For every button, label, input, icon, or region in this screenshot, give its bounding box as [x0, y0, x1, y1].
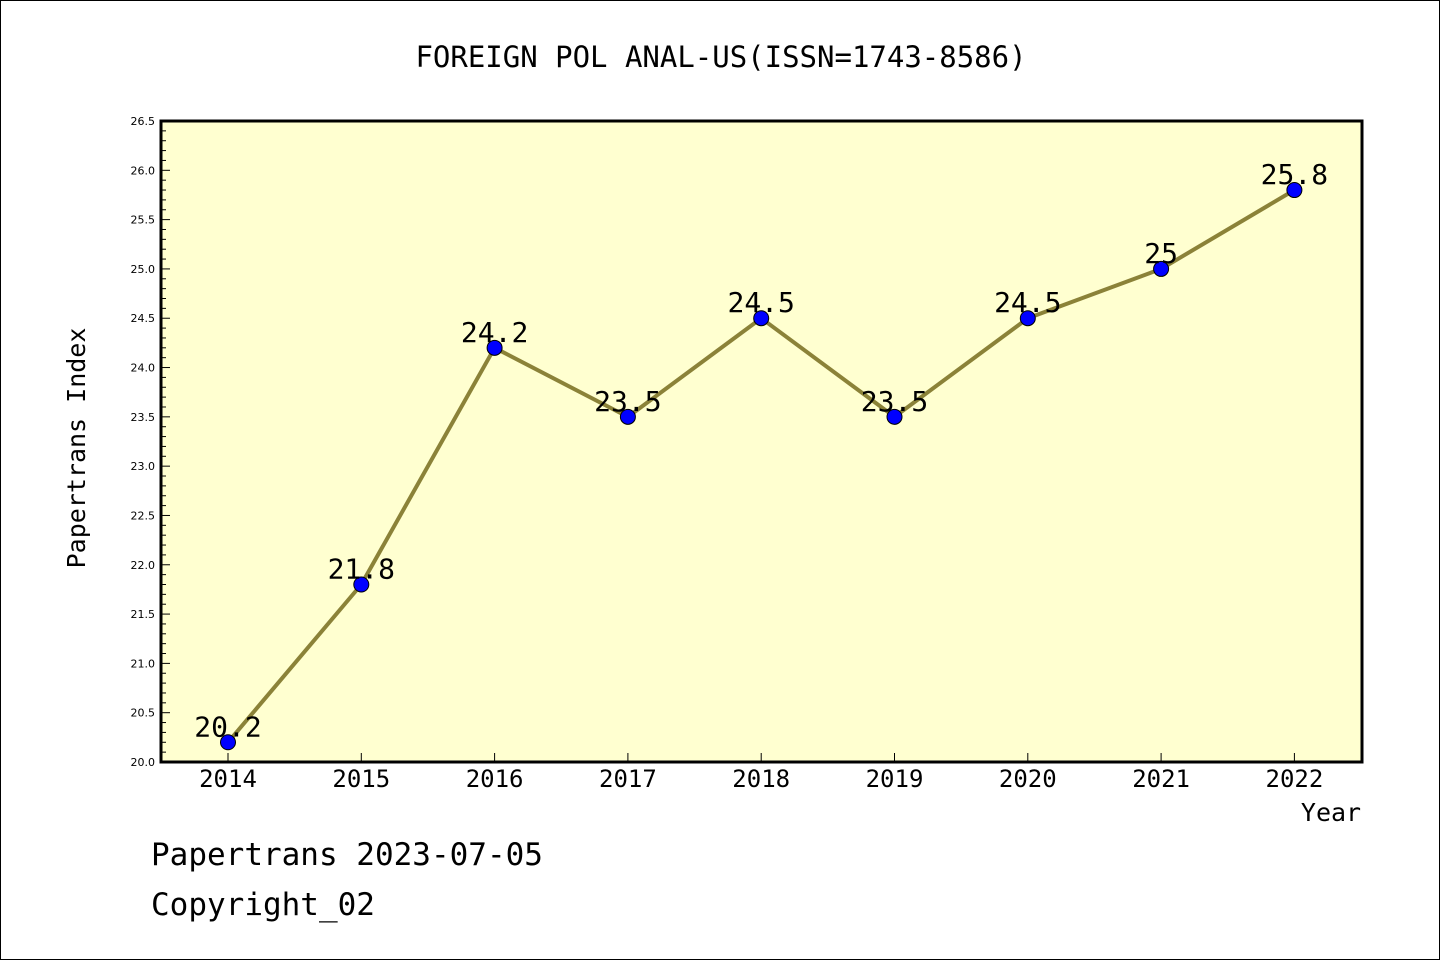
- y-tick-label: 23.5: [131, 411, 156, 424]
- y-tick-label: 21.0: [131, 657, 156, 670]
- series-markers: [220, 182, 1303, 751]
- y-tick-label: 23.0: [131, 460, 156, 473]
- data-point: [753, 310, 770, 327]
- data-point: [1286, 182, 1303, 199]
- data-point: [486, 339, 503, 356]
- data-point: [220, 734, 236, 751]
- plot-area: [159, 119, 1364, 764]
- x-tick-label: 2018: [732, 765, 790, 793]
- y-axis-label: Papertrans Index: [62, 328, 91, 569]
- data-label: 25.8: [1261, 158, 1328, 191]
- y-tick-label: 26.0: [131, 164, 156, 177]
- data-label: 23.5: [594, 385, 661, 418]
- chart-title: FOREIGN POL ANAL-US(ISSN=1743-8586): [415, 40, 1026, 74]
- footer-date: Papertrans 2023-07-05: [151, 837, 543, 873]
- data-labels: 20.2 21.8 24.2 23.5 24.5 23.5 24.5 25 25.8: [194, 158, 1328, 743]
- data-label: 25: [1144, 237, 1178, 270]
- data-label: 23.5: [861, 385, 928, 418]
- y-tick-label: 24.0: [131, 362, 156, 375]
- x-tick-label: 2020: [999, 765, 1057, 793]
- data-point: [1153, 260, 1170, 277]
- data-point: [886, 408, 903, 425]
- x-tick-label: 2015: [332, 765, 390, 793]
- data-label: 24.5: [727, 286, 794, 319]
- y-tick-label: 25.0: [131, 263, 156, 276]
- x-tick-label: 2016: [466, 765, 524, 793]
- y-tick-label: 22.0: [131, 559, 156, 572]
- x-tick-label: 2014: [199, 765, 257, 793]
- x-tick-label: 2017: [599, 765, 657, 793]
- x-axis: 2014 2015 2016 2017 2018 2019 2020 2021 2022: [199, 753, 1323, 793]
- y-tick-label: 20.0: [131, 756, 156, 769]
- data-label: 20.2: [194, 710, 261, 743]
- data-point: [619, 408, 636, 425]
- y-tick-label: 24.5: [131, 312, 156, 325]
- data-label: 24.5: [994, 286, 1061, 319]
- x-tick-label: 2022: [1266, 765, 1324, 793]
- y-tick-label: 20.5: [131, 707, 156, 720]
- x-tick-label: 2021: [1132, 765, 1190, 793]
- y-axis: 20.0 20.5 21.0 21.5 22.0 22.5 23.0 23.5 24.0 24.5…: [131, 115, 170, 769]
- data-point: [1019, 310, 1036, 327]
- y-tick-label: 21.5: [131, 608, 156, 621]
- y-tick-label: 22.5: [131, 509, 156, 522]
- data-label: 21.8: [328, 552, 395, 585]
- data-point: [353, 576, 370, 593]
- footer-copyright: Copyright_02: [151, 887, 375, 923]
- data-label: 24.2: [461, 316, 528, 349]
- x-tick-label: 2019: [866, 765, 924, 793]
- x-axis-label: Year: [1301, 798, 1361, 827]
- y-tick-label: 26.5: [131, 115, 156, 128]
- y-tick-label: 25.5: [131, 214, 156, 227]
